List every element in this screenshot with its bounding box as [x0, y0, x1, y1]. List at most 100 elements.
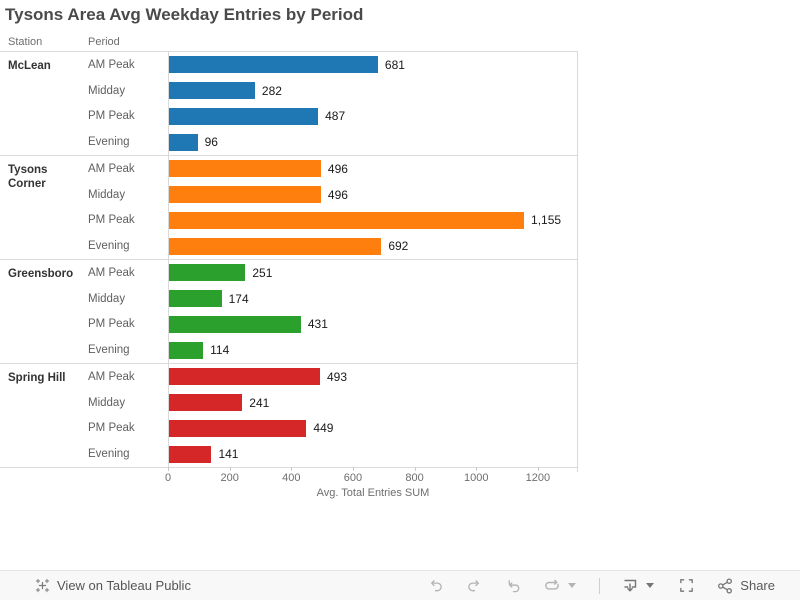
axis-tick-mark — [168, 467, 169, 471]
toolbar-divider — [599, 577, 601, 594]
revert-button[interactable] — [504, 577, 522, 595]
bar[interactable] — [168, 186, 321, 204]
bar[interactable] — [168, 133, 198, 151]
fullscreen-button[interactable] — [677, 577, 695, 595]
bar[interactable] — [168, 290, 222, 308]
bar-plot-area: 241 — [168, 390, 578, 416]
download-button[interactable] — [621, 577, 639, 595]
revert-icon — [505, 577, 522, 594]
axis-tick-mark — [476, 467, 478, 471]
axis-tick-label: 1200 — [525, 472, 551, 484]
period-label: AM Peak — [88, 58, 135, 71]
chart-title: Tysons Area Avg Weekday Entries by Perio… — [5, 5, 364, 24]
axis-tick-mark — [291, 467, 293, 471]
view-on-tableau-public-link[interactable]: View on Tableau Public — [35, 578, 191, 593]
caret-down-icon — [568, 583, 577, 588]
bar[interactable] — [168, 264, 246, 282]
x-axis: 0 200 400 600 800 1000 1200 — [165, 467, 578, 485]
bar[interactable] — [168, 394, 243, 412]
bar[interactable] — [168, 160, 321, 178]
bar-value-label: 141 — [218, 447, 239, 462]
axis-tick-label: 800 — [405, 472, 424, 484]
download-icon — [621, 577, 639, 595]
station-label: Greensboro — [8, 268, 74, 280]
bar-plot-area: 141 — [168, 441, 578, 467]
bar-chart: McLean AM Peak 681 Midday 282 PM Peak 487 Eveni… — [0, 51, 578, 468]
download-menu-button[interactable] — [644, 577, 656, 595]
bar-value-label: 114 — [210, 343, 230, 358]
bar-row: Midday 496 — [0, 182, 578, 208]
bar[interactable] — [168, 419, 307, 437]
bar-plot-area: 493 — [168, 364, 578, 390]
bar-value-label: 282 — [261, 83, 282, 98]
bar-row: PM Peak 487 — [0, 104, 578, 130]
bar-plot-area: 449 — [168, 416, 578, 442]
period-label: AM Peak — [88, 370, 135, 383]
station-group: Spring Hill AM Peak 493 Midday 241 PM Peak 449… — [0, 364, 578, 468]
axis-tick-mark — [229, 467, 231, 471]
bar-value-label: 241 — [249, 395, 270, 410]
bar-row: Midday 282 — [0, 78, 578, 104]
bar[interactable] — [168, 315, 301, 333]
period-label: Midday — [88, 396, 126, 409]
bar[interactable] — [168, 341, 204, 359]
period-label: PM Peak — [88, 318, 135, 331]
column-header-period: Period — [88, 36, 120, 48]
axis-tick-label: 1000 — [464, 472, 489, 484]
bar-value-label: 496 — [327, 187, 348, 202]
undo-button[interactable] — [426, 577, 444, 595]
redo-button[interactable] — [465, 577, 483, 595]
bar-value-label: 496 — [327, 161, 348, 176]
bar-row: PM Peak 431 — [0, 312, 578, 338]
bar-row: PM Peak 449 — [0, 416, 578, 442]
tableau-logo-icon — [35, 578, 50, 593]
bar[interactable] — [168, 368, 320, 386]
bar-value-label: 681 — [384, 57, 405, 72]
period-label: Midday — [88, 84, 126, 97]
station-label: Spring Hill — [8, 372, 66, 384]
bar-value-label: 493 — [326, 369, 347, 384]
bar[interactable] — [168, 211, 525, 229]
share-icon — [716, 577, 734, 595]
axis-tick-label: 200 — [220, 472, 239, 484]
column-header-station: Station — [8, 36, 43, 48]
bar-value-label: 1,155 — [531, 213, 562, 228]
axis-zero-line — [168, 51, 169, 467]
bar[interactable] — [168, 445, 212, 463]
bar-value-label: 449 — [313, 421, 334, 436]
plot-right-border — [577, 51, 578, 472]
bar-plot-area: 251 — [168, 260, 578, 286]
bar-plot-area: 681 — [168, 52, 578, 78]
axis-tick-mark — [537, 467, 539, 471]
refresh-button[interactable] — [543, 577, 561, 595]
period-label: Evening — [88, 240, 130, 253]
bar-value-label: 96 — [204, 135, 218, 150]
bar[interactable] — [168, 107, 319, 125]
axis-tick-mark — [352, 467, 354, 471]
period-label: Midday — [88, 292, 126, 305]
share-label: Share — [740, 578, 775, 593]
bar[interactable] — [168, 56, 378, 74]
bar-value-label: 174 — [228, 291, 249, 306]
toolbar-actions: Share — [405, 577, 775, 595]
period-label: PM Peak — [88, 422, 135, 435]
bar-row: Evening 114 — [0, 337, 578, 363]
axis-tick-label: 600 — [343, 472, 363, 484]
period-label: AM Peak — [88, 162, 135, 175]
bar-row: Evening 96 — [0, 129, 578, 155]
bar-plot-area: 96 — [168, 129, 578, 155]
share-button[interactable]: Share — [716, 577, 775, 595]
bar-plot-area: 114 — [168, 337, 578, 363]
period-label: AM Peak — [88, 266, 135, 279]
bar[interactable] — [168, 82, 255, 100]
bar-row: Evening 692 — [0, 233, 578, 259]
caret-down-icon — [646, 583, 655, 588]
bar-row: AM Peak 496 — [0, 156, 578, 182]
bar-row: Evening 141 — [0, 441, 578, 467]
bar-row: AM Peak 681 — [0, 52, 578, 78]
period-label: Midday — [88, 188, 126, 201]
refresh-menu-button[interactable] — [566, 577, 578, 595]
bar-value-label: 431 — [307, 317, 328, 332]
bar[interactable] — [168, 237, 382, 255]
